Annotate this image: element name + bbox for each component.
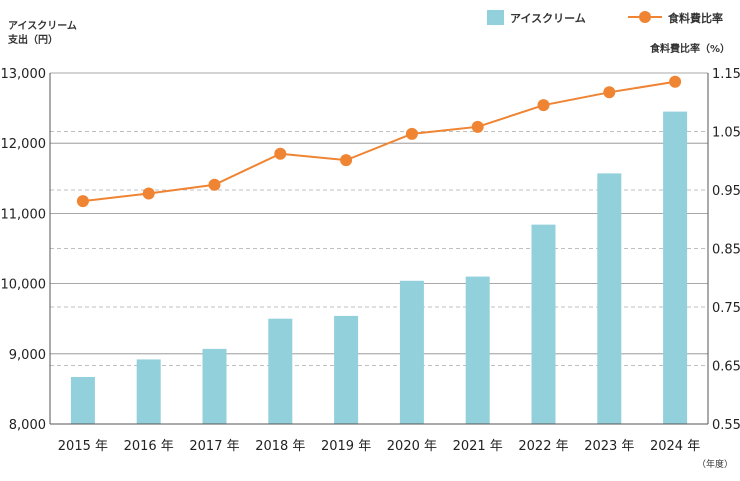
- bar: [597, 173, 622, 424]
- legend-bar-swatch: [487, 10, 504, 25]
- line-point: [340, 154, 353, 167]
- line-point: [471, 120, 484, 133]
- bar: [334, 315, 359, 424]
- line-point: [603, 86, 616, 99]
- bar-series: [70, 111, 688, 425]
- bar: [70, 376, 95, 424]
- line-point: [274, 147, 287, 160]
- x-tick-label: 2018 年: [255, 439, 305, 454]
- x-tick-label: 2020 年: [387, 439, 437, 454]
- right-tick-label: 0.75: [712, 301, 740, 316]
- legend-bar-label: アイスクリーム: [510, 12, 586, 25]
- left-tick-label: 11,000: [1, 207, 47, 222]
- x-tick-label: 2023 年: [584, 439, 634, 454]
- line-series: [76, 75, 682, 208]
- legend: アイスクリーム 食料費比率: [487, 10, 723, 25]
- line-point: [405, 127, 418, 140]
- right-tick-label: 0.85: [712, 243, 740, 258]
- bar: [399, 280, 424, 424]
- line-point: [76, 195, 89, 208]
- bar: [268, 318, 293, 424]
- left-axis-title-line1: アイスクリーム: [8, 20, 77, 32]
- bar: [465, 276, 490, 424]
- line-point: [142, 187, 155, 200]
- x-tick-label: 2021 年: [453, 439, 503, 454]
- legend-line-marker: [639, 11, 651, 23]
- bar: [531, 224, 556, 424]
- x-tick-label: 2022 年: [518, 439, 568, 454]
- x-axis-unit: （年度）: [697, 458, 733, 470]
- axes: [49, 73, 709, 425]
- right-axis-title: 食料費比率（%）: [649, 42, 730, 55]
- left-tick-label: 10,000: [1, 278, 47, 293]
- x-tick-label: 2015 年: [58, 439, 108, 454]
- line-path: [82, 80, 676, 203]
- tick-labels: 8,000 9,000 10,000 11,000 12,000 13,000 0.55 0.…: [1, 67, 740, 454]
- right-tick-label: 1.05: [712, 126, 740, 141]
- line-point: [208, 178, 221, 191]
- left-tick-label: 12,000: [1, 137, 47, 152]
- right-tick-label: 0.65: [712, 360, 740, 375]
- bar: [663, 111, 688, 425]
- right-tick-label: 0.55: [712, 418, 740, 433]
- left-tick-label: 13,000: [1, 67, 47, 82]
- legend-line-label: 食料費比率: [668, 11, 723, 25]
- right-tick-label: 0.95: [712, 184, 740, 199]
- left-tick-label: 9,000: [9, 348, 46, 363]
- x-tick-label: 2016 年: [124, 439, 174, 454]
- x-tick-label: 2024 年: [650, 439, 700, 454]
- left-axis-title-line2: 支出（円）: [7, 33, 58, 46]
- right-tick-label: 1.15: [712, 67, 740, 82]
- line-point: [537, 99, 550, 112]
- x-tick-label: 2019 年: [321, 439, 371, 454]
- bar: [202, 348, 227, 424]
- bar: [136, 359, 161, 424]
- left-tick-label: 8,000: [9, 418, 46, 433]
- x-tick-label: 2017 年: [189, 439, 239, 454]
- line-point: [669, 75, 682, 88]
